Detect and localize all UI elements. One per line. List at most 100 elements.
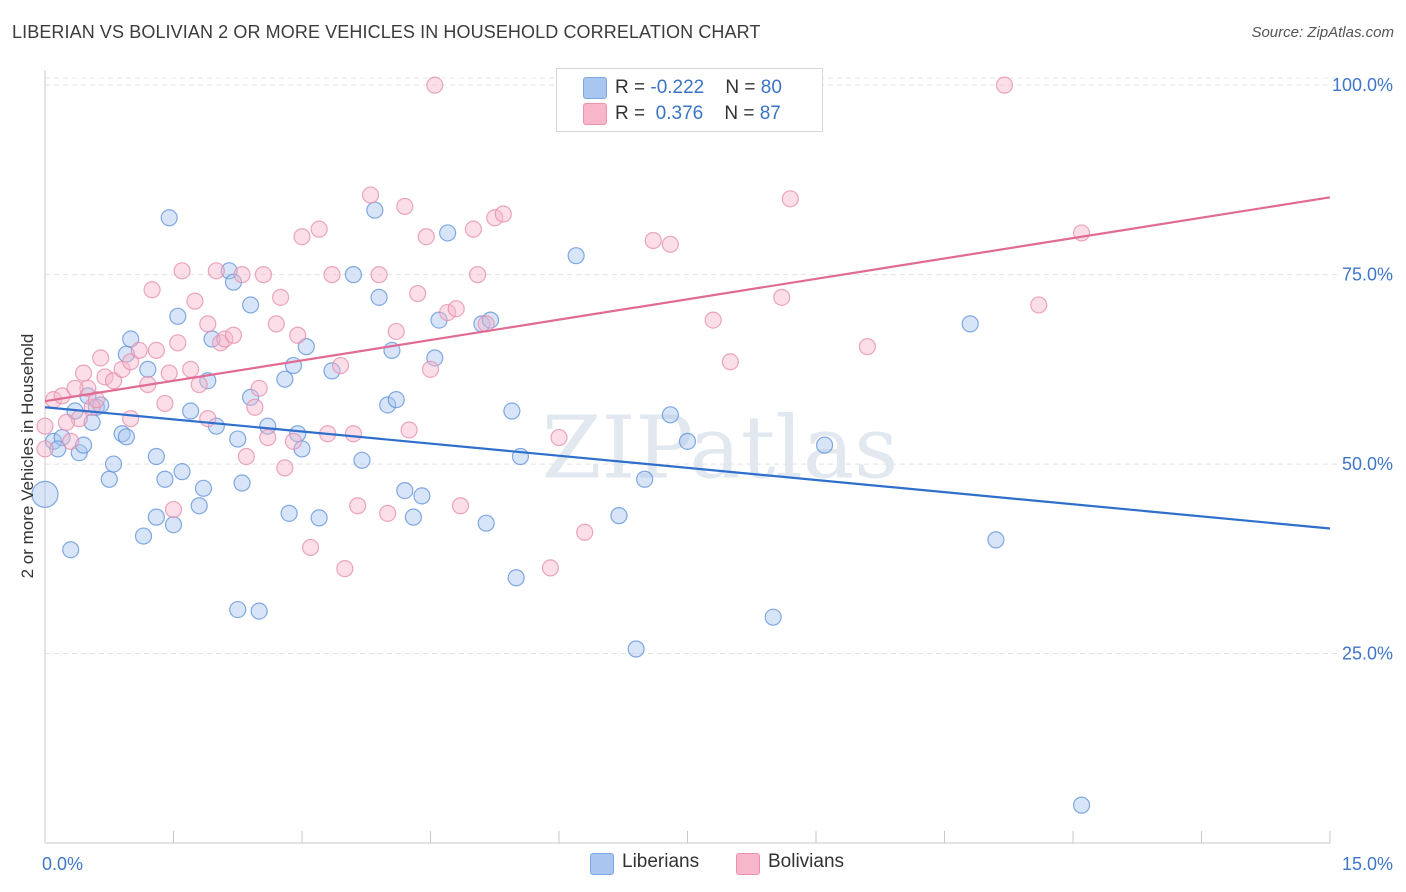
bolivians-point	[336, 560, 354, 578]
bolivians-point	[250, 379, 268, 397]
bolivians-point	[36, 440, 54, 458]
liberians-point	[104, 455, 123, 473]
x-tick-label: 15.0%	[1342, 854, 1393, 874]
bolivians-point	[344, 425, 362, 443]
liberians-point	[147, 508, 165, 526]
chart-title: LIBERIAN VS BOLIVIAN 2 OR MORE VEHICLES …	[12, 22, 761, 42]
legend-text-bolivians: R = 0.376 N = 87	[615, 103, 781, 125]
bolivians-point	[36, 417, 54, 435]
bolivians-point	[550, 428, 568, 447]
bolivians-point	[267, 315, 285, 333]
liberians-point	[678, 432, 697, 450]
bolivians-point	[331, 356, 350, 375]
liberians-point	[229, 430, 247, 448]
liberians-point	[250, 602, 268, 620]
liberians-point	[169, 307, 187, 325]
legend-swatch-liberians	[583, 77, 607, 99]
bolivians-point	[160, 364, 178, 382]
bolivians-point	[169, 334, 187, 352]
bolivians-point	[387, 322, 405, 341]
bolivians-point	[87, 391, 106, 409]
bolivians-point	[62, 432, 80, 450]
x-tick-label: 0.0%	[42, 854, 83, 874]
liberians-point	[147, 447, 165, 466]
correlation-legend: R = -0.222 N = 80 R = 0.376 N = 87	[556, 68, 823, 132]
liberians-point	[173, 463, 191, 481]
points-layer	[31, 76, 1091, 814]
legend-n-label: N =	[724, 103, 760, 124]
bolivians-trend-line	[44, 196, 1331, 403]
liberians-point	[49, 440, 67, 458]
bolivians-point	[284, 432, 303, 450]
bolivians-point	[995, 76, 1014, 94]
bolivians-point	[199, 315, 217, 333]
liberians-point	[190, 497, 208, 515]
liberians-point	[764, 608, 782, 626]
legend-r-label: R =	[615, 103, 651, 124]
bolivians-point	[409, 284, 427, 303]
liberians-point	[987, 531, 1005, 549]
legend-swatch-bolivians	[583, 103, 607, 125]
liberians-point	[310, 509, 328, 527]
bottom-legend-swatch-liberians	[590, 853, 614, 875]
liberians-point	[610, 507, 628, 525]
y-axis-label: 2 or more Vehicles in Household	[18, 333, 37, 579]
liberians-point	[387, 391, 405, 409]
liberians-point	[182, 402, 200, 420]
bolivians-point	[486, 209, 504, 227]
liberians-point	[156, 470, 174, 488]
liberians-point	[426, 349, 444, 367]
bolivians-point	[661, 235, 679, 253]
bolivians-point	[293, 228, 311, 246]
bolivians-point	[301, 538, 320, 557]
bolivians-point	[421, 360, 440, 378]
liberians-point	[815, 436, 834, 454]
liberians-point	[661, 406, 679, 424]
bolivians-point	[464, 220, 482, 238]
bolivians-point	[130, 341, 148, 360]
bolivians-point	[494, 205, 512, 223]
bolivians-point	[439, 303, 457, 322]
y-tick-label: 25.0%	[1342, 644, 1393, 664]
liberians-point	[122, 330, 140, 348]
legend-text-liberians: R = -0.222 N = 80	[615, 77, 782, 99]
bolivians-point	[447, 300, 465, 318]
liberians-point	[404, 508, 422, 526]
bolivians-point	[246, 398, 264, 416]
liberians-point	[503, 402, 521, 420]
liberians-point	[567, 247, 585, 265]
liberians-point	[276, 370, 294, 388]
liberians-point	[160, 209, 178, 227]
bolivians-point	[254, 266, 273, 284]
liberians-point	[627, 640, 645, 658]
liberians-point	[344, 266, 362, 284]
source-label: Source: ZipAtlas.com	[1251, 24, 1394, 41]
bolivians-point	[781, 190, 799, 208]
grid-layer	[45, 77, 1340, 655]
bolivians-point	[74, 364, 93, 382]
bolivians-point	[237, 447, 255, 466]
bolivians-point	[143, 281, 161, 299]
legend-r-value: 0.376	[650, 103, 704, 124]
bolivians-point	[469, 266, 487, 284]
y-tick-label: 100.0%	[1332, 75, 1393, 95]
bolivians-point	[644, 231, 662, 250]
legend-n-value: 80	[760, 77, 782, 98]
bottom-legend-label-liberians: Liberians	[622, 851, 700, 872]
bolivians-point	[370, 266, 388, 284]
bolivians-point	[451, 497, 470, 515]
liberians-point	[413, 487, 431, 505]
liberians-point	[353, 451, 371, 469]
bolivians-point	[122, 410, 140, 428]
liberians-point	[242, 296, 260, 314]
liberians-point	[139, 360, 157, 378]
bolivians-point	[396, 197, 414, 216]
bottom-legend-label-bolivians: Bolivians	[768, 851, 845, 872]
liberians-point	[117, 428, 135, 446]
liberians-point	[396, 482, 414, 500]
trend-layer	[44, 196, 1331, 530]
liberians-point	[379, 396, 397, 414]
bolivians-point	[173, 262, 191, 280]
bolivians-point	[104, 372, 123, 390]
legend-n-value: 87	[759, 103, 781, 124]
